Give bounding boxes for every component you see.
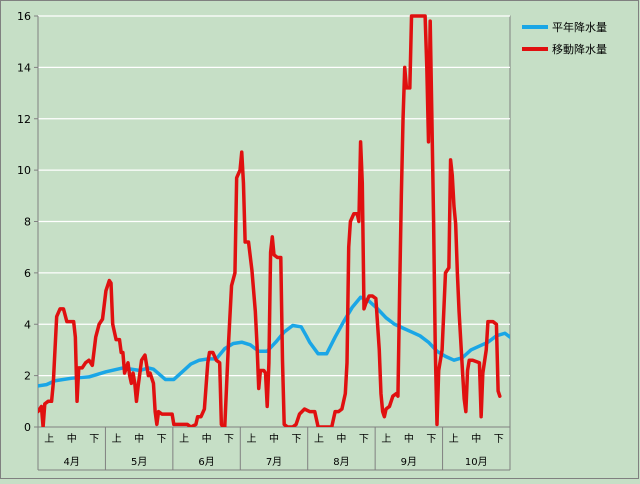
y-tick-label: 12: [17, 113, 31, 126]
x-period-label: 中: [134, 432, 144, 445]
x-month-label: 4月: [64, 456, 80, 468]
x-period-label: 上: [112, 433, 122, 445]
x-month-label: 7月: [266, 456, 282, 468]
legend-label-1: 平年降水量: [552, 20, 607, 34]
x-period-label: 下: [224, 434, 234, 445]
x-period-label: 上: [449, 433, 459, 445]
y-tick-label: 16: [17, 10, 31, 23]
x-period-label: 中: [336, 432, 346, 445]
y-tick-label: 6: [24, 267, 31, 280]
legend-label-2: 移動降水量: [552, 42, 607, 56]
x-period-label: 下: [426, 434, 436, 445]
x-month-label: 9月: [401, 456, 417, 468]
x-month-label: 6月: [198, 456, 214, 468]
x-period-label: 下: [494, 434, 504, 445]
x-period-label: 中: [67, 432, 77, 445]
x-month-label: 5月: [131, 456, 147, 468]
x-period-label: 下: [89, 434, 99, 445]
x-month-label: 10月: [465, 456, 488, 468]
x-period-label: 上: [247, 433, 257, 445]
x-period-label: 上: [179, 433, 189, 445]
x-period-label: 下: [157, 434, 167, 445]
y-tick-label: 10: [17, 164, 31, 177]
x-period-label: 中: [404, 432, 414, 445]
y-tick-label: 8: [24, 216, 31, 229]
y-tick-label: 0: [24, 421, 31, 434]
x-period-label: 中: [202, 432, 212, 445]
x-period-label: 中: [471, 432, 481, 445]
x-period-label: 中: [269, 432, 279, 445]
x-month-label: 8月: [333, 456, 349, 468]
x-period-label: 下: [359, 434, 369, 445]
x-period-label: 上: [314, 433, 324, 445]
y-tick-label: 4: [24, 318, 31, 331]
y-tick-label: 2: [24, 370, 31, 383]
x-period-label: 下: [291, 434, 301, 445]
x-period-label: 上: [44, 433, 54, 445]
y-tick-label: 14: [17, 61, 31, 74]
series-line-1: [38, 295, 510, 388]
series-line-2: [38, 14, 502, 427]
x-period-label: 上: [381, 433, 391, 445]
plot-layer: 0246810121416上中下4月上中下5月上中下6月上中下7月上中下8月上中…: [17, 10, 511, 471]
